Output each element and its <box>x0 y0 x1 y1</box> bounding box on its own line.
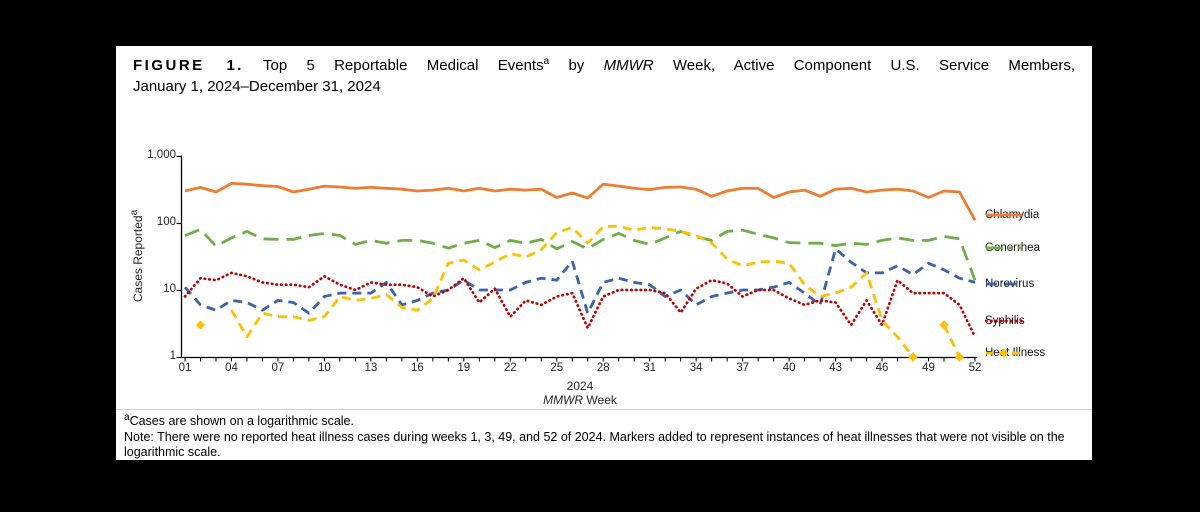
syphilis-legend-swatch <box>985 319 1023 323</box>
figure-panel: FIGURE 1. Top 5 Reportable Medical Event… <box>116 46 1092 460</box>
chart-area: Cases Reporteda 2024 MMWR Week Chlamydia… <box>116 46 1092 460</box>
y-tick-label: 1 <box>169 350 176 362</box>
footnote-note: Note: There were no reported heat illnes… <box>124 429 1065 460</box>
x-tick-label: 25 <box>550 362 564 374</box>
title-part-c: Week, Active Component U.S. Service Memb… <box>672 57 1076 74</box>
legend-item-heat-illness: Heat Illness <box>985 347 1045 359</box>
title-part-b: by <box>568 57 585 74</box>
y-axis-title-superscript: a <box>129 209 140 216</box>
x-tick-label: 37 <box>736 362 750 374</box>
heat-illness-marker <box>195 320 206 330</box>
x-tick-label: 49 <box>922 362 935 374</box>
x-tick-label: 28 <box>596 362 610 374</box>
gonorrhea-legend-swatch <box>986 246 1022 250</box>
heat-illness-marker <box>908 352 918 362</box>
chlamydia-legend-swatch <box>986 213 1022 217</box>
syphilis-line <box>183 271 977 339</box>
y-axis-title: Cases Reporteda <box>129 188 145 324</box>
x-tick-label: 34 <box>689 362 703 374</box>
norovirus-legend-swatch <box>986 282 1022 286</box>
x-tick-label: 01 <box>178 362 192 374</box>
title-mmwr-italic: MMWR <box>603 57 654 74</box>
x-tick-label: 46 <box>875 362 889 374</box>
y-tick-label: 1,000 <box>147 149 176 161</box>
heat-illness-line <box>230 224 961 358</box>
x-tick-label: 16 <box>410 362 424 374</box>
footnote-superscript: a <box>124 411 130 423</box>
legend-item-norovirus: Norovirus <box>985 278 1034 290</box>
x-tick-label: 10 <box>318 362 331 374</box>
y-tick-label: 10 <box>163 283 176 295</box>
figure-title-line2: January 1, 2024–December 31, 2024 <box>133 78 381 95</box>
heat-illness-marker <box>954 352 965 362</box>
footnote-log-scale: aCases are shown on a logarithmic scale. <box>124 411 1082 430</box>
x-axis-title: MMWR Week <box>500 393 660 407</box>
legend-item-syphilis: Syphilis <box>985 315 1025 327</box>
x-tick-label: 04 <box>225 362 238 374</box>
axis-lines <box>180 155 977 359</box>
plot-svg <box>176 155 977 362</box>
norovirus-line <box>183 247 976 315</box>
x-tick-label: 40 <box>782 362 796 374</box>
legend-item-gonorrhea: Gonorrhea <box>985 242 1040 254</box>
gonorrhea-line <box>184 228 977 281</box>
x-axis-title-mmwr: MMWR <box>543 393 584 407</box>
y-tick-label: 100 <box>156 216 176 228</box>
x-tick-label: 31 <box>643 362 657 374</box>
x-tick-label: 43 <box>829 362 842 374</box>
figure-label: FIGURE 1. <box>133 57 244 74</box>
x-tick-label: 52 <box>968 362 982 374</box>
title-part-a: Top 5 Reportable Medical Events <box>263 57 544 74</box>
footnote-log-scale-text: Cases are shown on a logarithmic scale. <box>129 414 354 428</box>
figure-title: FIGURE 1. Top 5 Reportable Medical Event… <box>133 55 1075 97</box>
x-axis-year-label: 2024 <box>566 379 594 393</box>
x-tick-label: 07 <box>271 362 285 374</box>
legend-item-chlamydia: Chlamydia <box>985 209 1039 221</box>
figure-title-line1: FIGURE 1. Top 5 Reportable Medical Event… <box>133 55 1075 76</box>
heat-illness-marker <box>939 320 949 330</box>
heat-illness-legend-marker <box>999 348 1009 358</box>
heat-illness-legend-swatch <box>986 348 1022 358</box>
title-superscript: a <box>543 56 550 67</box>
x-tick-label: 22 <box>503 362 517 374</box>
x-tick-label: 13 <box>364 362 378 374</box>
chlamydia-line <box>184 182 977 221</box>
x-axis-title-week: Week <box>586 393 617 407</box>
gonorrhea-legend-label: Gonorrhea <box>985 242 1040 254</box>
footnotes: aCases are shown on a logarithmic scale.… <box>116 409 1092 461</box>
x-tick-label: 19 <box>457 362 471 374</box>
